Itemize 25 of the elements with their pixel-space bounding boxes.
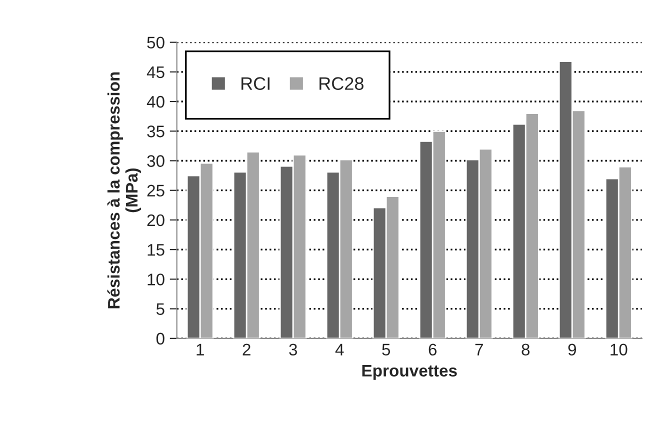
y-tick-label: 50 xyxy=(147,36,164,49)
x-tick-label: 5 xyxy=(382,344,390,356)
x-tick-label: 7 xyxy=(475,344,483,356)
x-tick-label: 3 xyxy=(289,344,298,356)
x-tick-label: 1 xyxy=(196,344,204,356)
y-tick-label: 15 xyxy=(148,244,164,256)
y-tick-label: 40 xyxy=(146,96,164,108)
x-tick-label: 8 xyxy=(522,344,530,356)
y-tick-label: 5 xyxy=(156,303,164,315)
x-tick-label: 6 xyxy=(428,344,437,356)
y-tick-label: 25 xyxy=(147,184,164,197)
y-tick-label: 10 xyxy=(148,274,164,286)
x-tick-label: 4 xyxy=(335,344,344,356)
y-tick-label: 45 xyxy=(146,66,164,78)
y-tick-label: 30 xyxy=(147,155,164,167)
y-tick-label: 0 xyxy=(156,332,164,345)
y-tick-label: 35 xyxy=(147,126,164,138)
y-axis-title: Résistances à la compression (MPa) xyxy=(107,72,141,308)
x-tick-label: 10 xyxy=(610,344,628,356)
x-tick-label: 2 xyxy=(242,344,250,356)
x-axis-title: Eprouvettes xyxy=(362,364,457,380)
legend-label: RCI xyxy=(242,77,270,90)
x-tick-label: 9 xyxy=(568,344,576,356)
legend-label: RC28 xyxy=(320,77,364,90)
y-tick-label: 20 xyxy=(147,214,164,226)
